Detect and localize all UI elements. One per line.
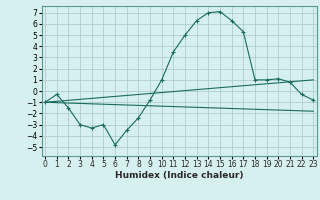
- X-axis label: Humidex (Indice chaleur): Humidex (Indice chaleur): [115, 171, 244, 180]
